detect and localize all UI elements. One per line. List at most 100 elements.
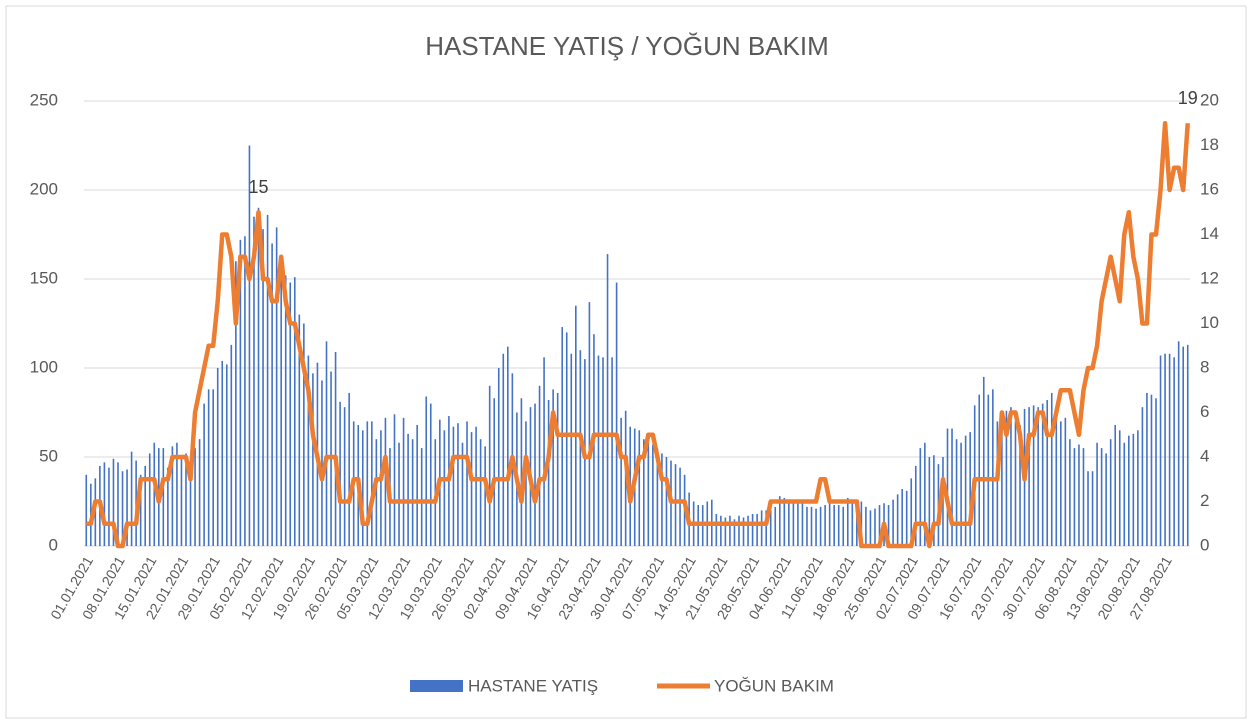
bar: [144, 465, 146, 546]
bar: [751, 513, 754, 546]
bar: [982, 376, 985, 546]
bar: [996, 421, 999, 546]
bar: [225, 364, 228, 546]
bar: [778, 496, 781, 546]
bar: [443, 430, 446, 546]
bar: [348, 392, 350, 546]
bar: [502, 353, 505, 546]
bar: [942, 457, 944, 546]
bar: [525, 421, 527, 546]
bar: [556, 392, 559, 546]
y2-tick-label: 4: [1200, 446, 1209, 465]
bar: [1046, 400, 1049, 546]
bar: [103, 462, 106, 546]
bar: [901, 489, 903, 546]
bar: [239, 239, 242, 546]
bar: [955, 439, 958, 546]
bar: [1173, 357, 1175, 546]
bar: [1105, 453, 1107, 546]
bar: [280, 261, 282, 546]
bar: [1159, 355, 1162, 546]
y-tick-label: 100: [30, 357, 58, 376]
bar: [398, 442, 400, 546]
bar: [185, 453, 187, 546]
bar: [797, 501, 799, 546]
bar: [380, 430, 382, 546]
bar: [742, 517, 745, 546]
bar: [479, 439, 482, 546]
bar: [951, 428, 953, 546]
bar: [520, 398, 523, 546]
data-label: 15: [248, 177, 268, 197]
bar: [552, 389, 554, 546]
bar: [121, 471, 124, 546]
bar: [1186, 344, 1189, 546]
bar: [1078, 444, 1080, 546]
bar: [257, 207, 260, 547]
y2-tick-label: 14: [1200, 224, 1219, 243]
bar: [371, 421, 373, 546]
bar: [312, 373, 314, 546]
bar: [729, 515, 731, 546]
bar: [538, 385, 541, 546]
bar: [924, 442, 926, 546]
bar: [674, 464, 677, 546]
bar: [266, 214, 269, 547]
bar: [384, 417, 387, 546]
bar: [112, 458, 115, 546]
bar: [638, 430, 641, 546]
bar: [507, 346, 509, 546]
bar: [126, 469, 128, 546]
bar: [470, 432, 473, 546]
bar: [869, 510, 872, 546]
bar: [1010, 407, 1012, 546]
bar: [1168, 353, 1171, 546]
line: [86, 121, 1190, 549]
bar: [661, 453, 663, 546]
plot: [84, 121, 1190, 549]
bar: [1155, 398, 1157, 546]
bar: [298, 314, 301, 546]
bar: [1114, 424, 1117, 546]
bar: [896, 494, 899, 546]
bar: [117, 462, 119, 546]
bar: [547, 400, 550, 546]
bar: [597, 355, 600, 546]
bar: [733, 519, 736, 546]
bar: [810, 506, 813, 546]
y2-tick-label: 18: [1200, 135, 1219, 154]
bar: [475, 426, 477, 546]
bar: [176, 442, 178, 546]
bar: [960, 442, 962, 546]
bar: [411, 439, 414, 546]
bar: [1082, 448, 1085, 546]
bar: [212, 389, 214, 546]
bar: [198, 439, 201, 546]
bar: [1132, 433, 1135, 546]
chart-title: HASTANE YATIŞ / YOĞUN BAKIM: [425, 31, 829, 61]
y2-tick-label: 16: [1200, 179, 1219, 198]
bar: [910, 478, 913, 546]
y2-tick-label: 2: [1200, 491, 1209, 510]
bar: [153, 442, 156, 546]
bar: [987, 394, 990, 546]
bar: [321, 380, 323, 546]
bar: [425, 396, 428, 546]
bar: [230, 344, 233, 546]
bar: [1091, 471, 1094, 546]
bar: [579, 350, 582, 546]
bar: [815, 508, 817, 546]
bar: [1141, 407, 1144, 546]
bar: [148, 453, 151, 546]
bar: [928, 457, 931, 546]
bar: [484, 446, 486, 546]
chart-border: [5, 5, 1247, 719]
bar: [973, 405, 976, 546]
bar: [180, 457, 183, 546]
y-tick-label: 250: [30, 90, 58, 109]
bar: [905, 490, 908, 546]
bar: [642, 439, 645, 546]
bar: [407, 433, 409, 546]
bar: [194, 448, 196, 546]
